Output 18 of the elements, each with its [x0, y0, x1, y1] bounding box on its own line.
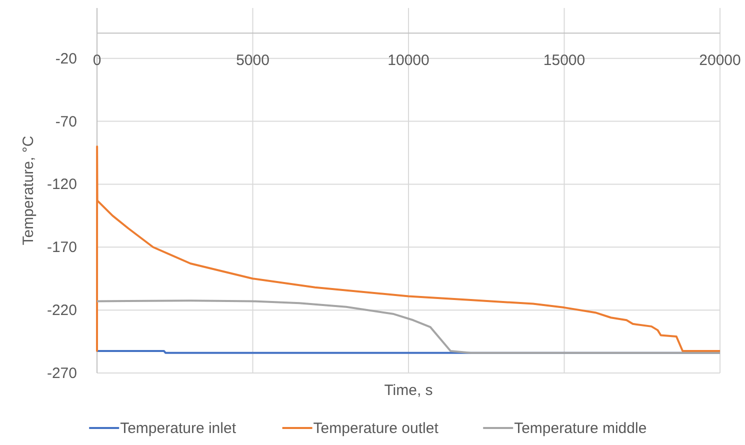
x-tick-label: 20000: [699, 52, 741, 70]
y-tick-label: -20: [55, 50, 77, 68]
y-tick-label: -120: [46, 176, 77, 194]
line-series: [96, 145, 721, 353]
y-tick-label: -170: [46, 239, 77, 256]
x-tick-label: 5000: [236, 52, 270, 70]
x-tick-label: 0: [92, 52, 102, 70]
x-tick-label: 15000: [543, 52, 586, 70]
legend-label: Temperature inlet: [120, 420, 237, 437]
y-axis-title: Temperature, °C: [20, 136, 37, 246]
line-series: [96, 300, 721, 354]
y-tick-label: -220: [46, 302, 77, 320]
x-tick-label: 10000: [388, 52, 430, 70]
legend-label: Temperature outlet: [313, 420, 440, 437]
legend-label: Temperature middle: [514, 420, 647, 437]
y-tick-label: -270: [46, 365, 77, 382]
y-tick-label: -70: [55, 113, 77, 130]
x-axis-title: Time, s: [384, 382, 433, 399]
